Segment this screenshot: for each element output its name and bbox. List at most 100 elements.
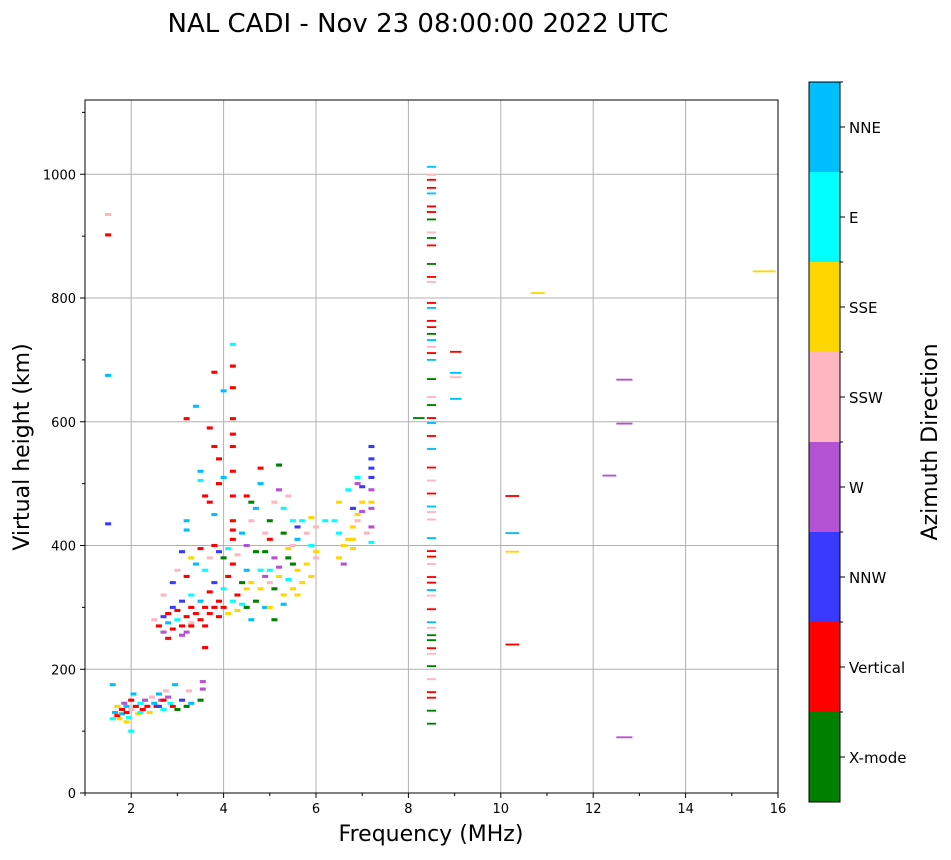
data-cell-e: [322, 519, 329, 523]
colorbar-tick-label: SSE: [849, 299, 878, 317]
colorbar-tick-label: W: [849, 479, 864, 497]
data-segment-ssw: [426, 345, 437, 348]
data-cell-nnw: [368, 475, 375, 479]
data-segment-w: [602, 474, 617, 477]
data-cell-nnw: [349, 506, 356, 510]
data-cell-x-mode: [197, 698, 204, 702]
colorbar-swatch-vertical: [809, 622, 840, 712]
data-segment-vertical: [505, 495, 520, 497]
colorbar-swatch-nne: [809, 82, 840, 172]
x-tick-label: 6: [312, 802, 320, 817]
colorbar-swatch-w: [809, 442, 840, 532]
data-cell-ssw: [354, 519, 361, 523]
data-cell-sse: [340, 543, 347, 548]
data-cell-e: [128, 729, 135, 733]
colorbar-tick-label: NNE: [849, 119, 881, 137]
data-cell-vertical: [215, 482, 222, 486]
data-cell-sse: [308, 574, 315, 578]
colorbar-tick-label: X-mode: [849, 749, 906, 767]
data-segment-vertical: [426, 211, 437, 213]
data-cell-nne: [118, 712, 125, 716]
data-cell-ssw: [105, 212, 112, 217]
data-cell-ssw: [312, 525, 320, 529]
data-cell-vertical: [229, 528, 236, 532]
data-cell-nne: [165, 621, 172, 625]
data-segment-vertical: [426, 186, 437, 189]
data-cell-nne: [197, 469, 204, 473]
data-cell-vertical: [123, 711, 130, 715]
data-cell-e: [354, 475, 361, 479]
data-cell-vertical: [211, 605, 218, 609]
data-segment-sse: [752, 270, 776, 273]
data-cell-e: [368, 540, 375, 544]
data-cell-vertical: [206, 500, 213, 504]
data-cell-ssw: [162, 689, 169, 693]
data-cell-vertical: [257, 466, 264, 470]
data-cell-x-mode: [262, 550, 269, 554]
data-cell-ssw: [234, 553, 241, 557]
data-cell-sse: [146, 711, 153, 715]
colorbar-frame: [808, 81, 841, 803]
data-cell-x-mode: [174, 707, 181, 712]
data-cell-w: [121, 701, 128, 705]
data-segment-nne: [426, 422, 437, 424]
data-segment-nne: [426, 358, 437, 361]
data-cell-nne: [252, 506, 259, 510]
colorbar-tick-label: SSW: [849, 389, 883, 407]
data-cell-vertical: [169, 704, 176, 708]
data-cell-nnw: [160, 615, 167, 619]
data-segment-vertical: [426, 352, 437, 354]
data-segment-ssw: [426, 280, 437, 283]
data-cell-w: [359, 509, 366, 514]
data-cell-vertical: [266, 537, 273, 541]
data-cell-e: [266, 568, 273, 572]
data-cell-sse: [303, 562, 310, 566]
x-tick-label: 8: [404, 802, 412, 817]
data-cell-ssw: [174, 568, 181, 572]
data-cell-nne: [248, 618, 255, 622]
data-cell-vertical: [229, 444, 236, 449]
data-segment-vertical: [449, 350, 462, 353]
grid-lines: [85, 100, 779, 794]
data-segment-vertical: [426, 696, 437, 699]
data-cell-ssw: [128, 707, 135, 712]
data-cell-sse: [308, 516, 315, 520]
data-cell-sse: [123, 720, 130, 724]
data-cell-vertical: [215, 457, 222, 461]
data-cell-w: [243, 543, 250, 548]
data-segment-vertical: [426, 581, 437, 584]
data-cell-vertical: [179, 624, 186, 628]
y-tick-label: 400: [51, 540, 76, 555]
data-segment-vertical: [426, 435, 437, 437]
data-segment-nne: [426, 192, 437, 195]
data-cell-vertical: [211, 444, 218, 449]
data-cell-ssw: [289, 543, 296, 548]
data-segment-x-mode: [413, 417, 425, 419]
data-cell-sse: [345, 537, 352, 541]
y-axis: 0 200 400 600 800 1000: [43, 111, 85, 802]
data-cell-ssw: [312, 556, 320, 560]
data-cell-w: [368, 506, 375, 510]
data-segment-vertical: [426, 326, 437, 329]
data-cell-nnw: [359, 485, 366, 489]
data-cell-nne: [183, 528, 190, 532]
data-cell-x-mode: [252, 550, 259, 554]
data-cell-e: [289, 519, 296, 523]
data-cell-e: [220, 587, 227, 591]
data-cell-e: [280, 506, 287, 510]
data-cell-vertical: [234, 593, 241, 597]
data-segment-nne: [426, 505, 437, 508]
data-segment-vertical: [426, 319, 437, 322]
data-cell-nne: [220, 389, 227, 393]
data-cell-nne: [257, 482, 264, 486]
data-segment-ssw: [426, 652, 437, 655]
data-cell-sse: [248, 581, 255, 585]
data-cell-nnw: [179, 599, 186, 603]
data-cell-ssw: [206, 556, 213, 560]
data-cell-w: [354, 482, 361, 486]
data-cell-sse: [368, 500, 375, 504]
data-cell-sse: [285, 547, 292, 551]
data-cell-vertical: [229, 537, 236, 541]
data-segment-vertical: [426, 550, 437, 552]
data-cell-e: [225, 547, 232, 551]
